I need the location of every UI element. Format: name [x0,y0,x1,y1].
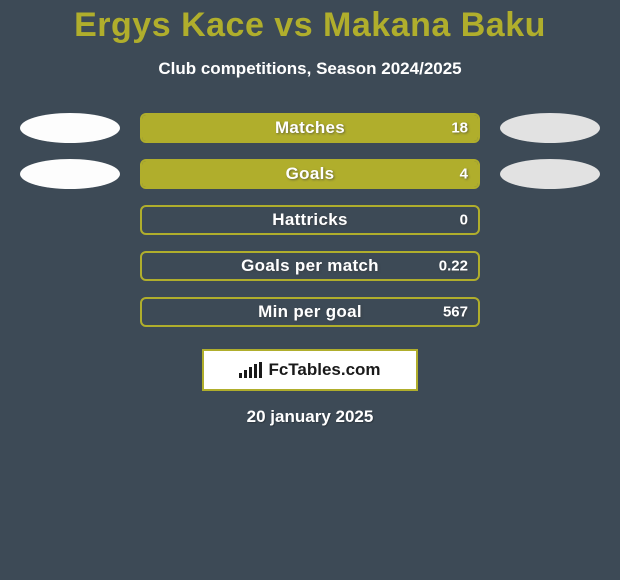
stat-row: Min per goal 567 [0,297,620,327]
stat-row: Matches 18 [0,113,620,143]
stat-value: 4 [460,166,468,183]
stats-rows: Matches 18 Goals 4 Hattricks 0 Goals per match… [0,113,620,327]
player-avatar-left [20,159,120,189]
player-avatar-right [500,113,600,143]
stat-bar: Goals per match 0.22 [140,251,480,281]
avatar-slot-left [20,113,120,143]
player-avatar-right [500,159,600,189]
brand-box[interactable]: FcTables.com [202,349,418,391]
stat-value: 18 [451,120,468,137]
avatar-slot-right [500,251,600,281]
stat-row: Goals 4 [0,159,620,189]
page-title: Ergys Kace vs Makana Baku [0,0,620,45]
stat-bar: Goals 4 [140,159,480,189]
stat-label: Matches [275,118,345,138]
barchart-icon [239,362,262,378]
stat-label: Goals per match [241,256,379,276]
stat-row: Goals per match 0.22 [0,251,620,281]
avatar-slot-left [20,297,120,327]
avatar-slot-left [20,205,120,235]
stat-row: Hattricks 0 [0,205,620,235]
avatar-slot-left [20,251,120,281]
avatar-slot-right [500,113,600,143]
footer-date: 20 january 2025 [0,407,620,427]
stats-card: Ergys Kace vs Makana Baku Club competiti… [0,0,620,580]
stat-value: 567 [443,304,468,321]
stat-value: 0.22 [439,258,468,275]
stat-bar: Hattricks 0 [140,205,480,235]
stat-value: 0 [460,212,468,229]
stat-label: Goals [286,164,335,184]
player-avatar-left [20,113,120,143]
stat-label: Hattricks [272,210,347,230]
stat-bar: Matches 18 [140,113,480,143]
avatar-slot-right [500,297,600,327]
stat-bar: Min per goal 567 [140,297,480,327]
avatar-slot-left [20,159,120,189]
subtitle: Club competitions, Season 2024/2025 [0,59,620,79]
avatar-slot-right [500,159,600,189]
stat-label: Min per goal [258,302,362,322]
brand-text: FcTables.com [268,360,380,380]
avatar-slot-right [500,205,600,235]
